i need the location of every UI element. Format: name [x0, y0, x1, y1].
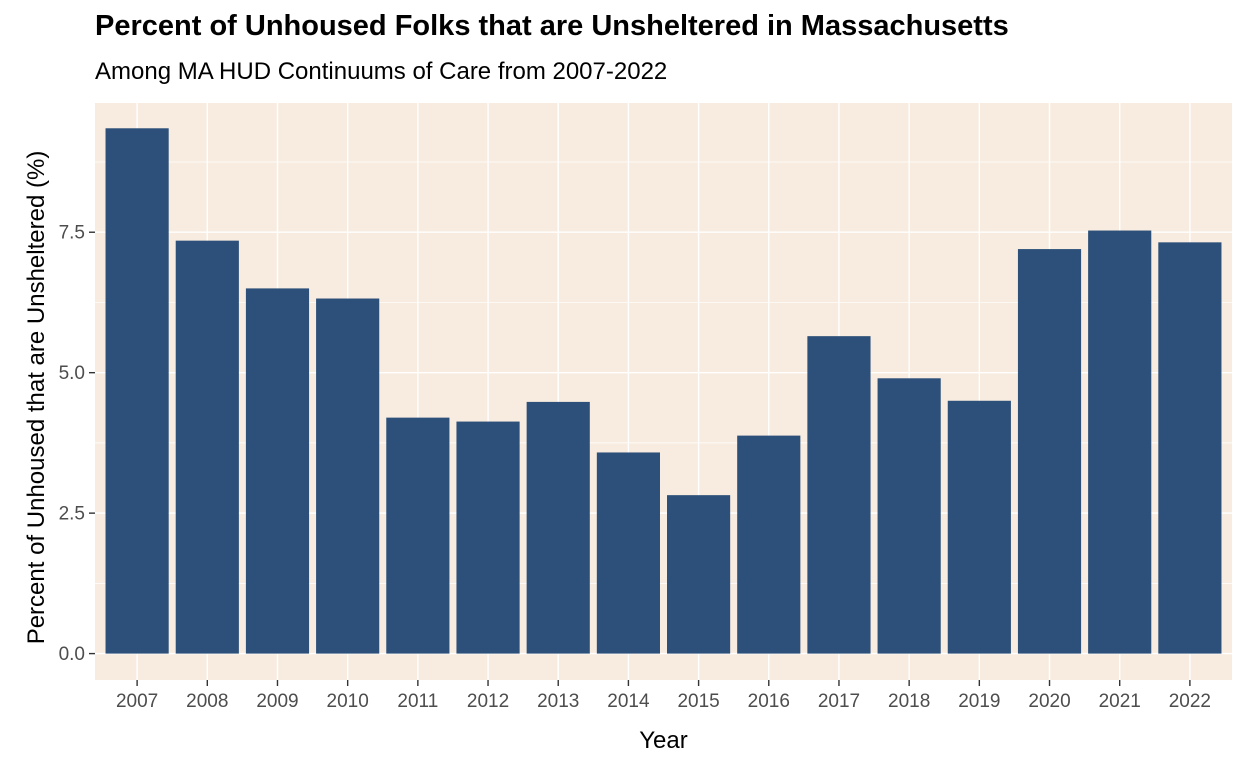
x-tick-label: 2009: [256, 691, 298, 712]
bar-2007: [105, 128, 169, 654]
bar-2009: [245, 288, 310, 654]
bar-2018: [877, 378, 941, 654]
bar-2016: [737, 435, 801, 654]
bar-2017: [807, 336, 871, 654]
y-axis-title: Percent of Unhoused that are Unsheltered…: [23, 151, 50, 645]
bar-2013: [526, 401, 590, 654]
x-axis-title: Year: [639, 727, 688, 754]
y-tick-label: 5.0: [59, 363, 85, 384]
x-tick-label: 2010: [327, 691, 369, 712]
x-tick-label: 2014: [607, 691, 650, 712]
bar-2022: [1158, 242, 1222, 654]
bar-2019: [947, 400, 1011, 654]
bars: [105, 128, 1222, 654]
bar-2014: [596, 452, 660, 654]
bar-2020: [1017, 249, 1082, 654]
bar-2015: [667, 495, 731, 654]
x-tick-label: 2019: [958, 691, 1000, 712]
y-tick-label: 7.5: [59, 223, 85, 244]
x-tick-label: 2021: [1099, 691, 1141, 712]
x-tick-label: 2012: [467, 691, 509, 712]
chart-subtitle: Among MA HUD Continuums of Care from 200…: [95, 58, 668, 85]
x-axis: 2007 2008 2009 2010 2011 2012 2013 2014 2015 2016…: [116, 680, 1211, 712]
bar-2021: [1088, 230, 1152, 654]
y-tick-label: 0.0: [59, 644, 85, 665]
x-tick-label: 2017: [818, 691, 860, 712]
x-tick-label: 2022: [1169, 691, 1211, 712]
x-tick-label: 2016: [748, 691, 790, 712]
x-tick-label: 2013: [537, 691, 579, 712]
bar-2010: [316, 298, 380, 654]
y-tick-label: 2.5: [59, 504, 85, 525]
chart-title: Percent of Unhoused Folks that are Unshe…: [95, 10, 1009, 42]
x-tick-label: 2020: [1028, 691, 1070, 712]
y-axis: 0.0 2.5 5.0 7.5: [59, 223, 95, 665]
bar-2011: [386, 417, 450, 654]
bar-2012: [456, 421, 520, 654]
x-tick-label: 2015: [677, 691, 719, 712]
x-tick-label: 2018: [888, 691, 930, 712]
x-tick-label: 2007: [116, 691, 158, 712]
x-tick-label: 2008: [186, 691, 228, 712]
bar-2008: [175, 240, 239, 654]
x-tick-label: 2011: [397, 691, 438, 712]
